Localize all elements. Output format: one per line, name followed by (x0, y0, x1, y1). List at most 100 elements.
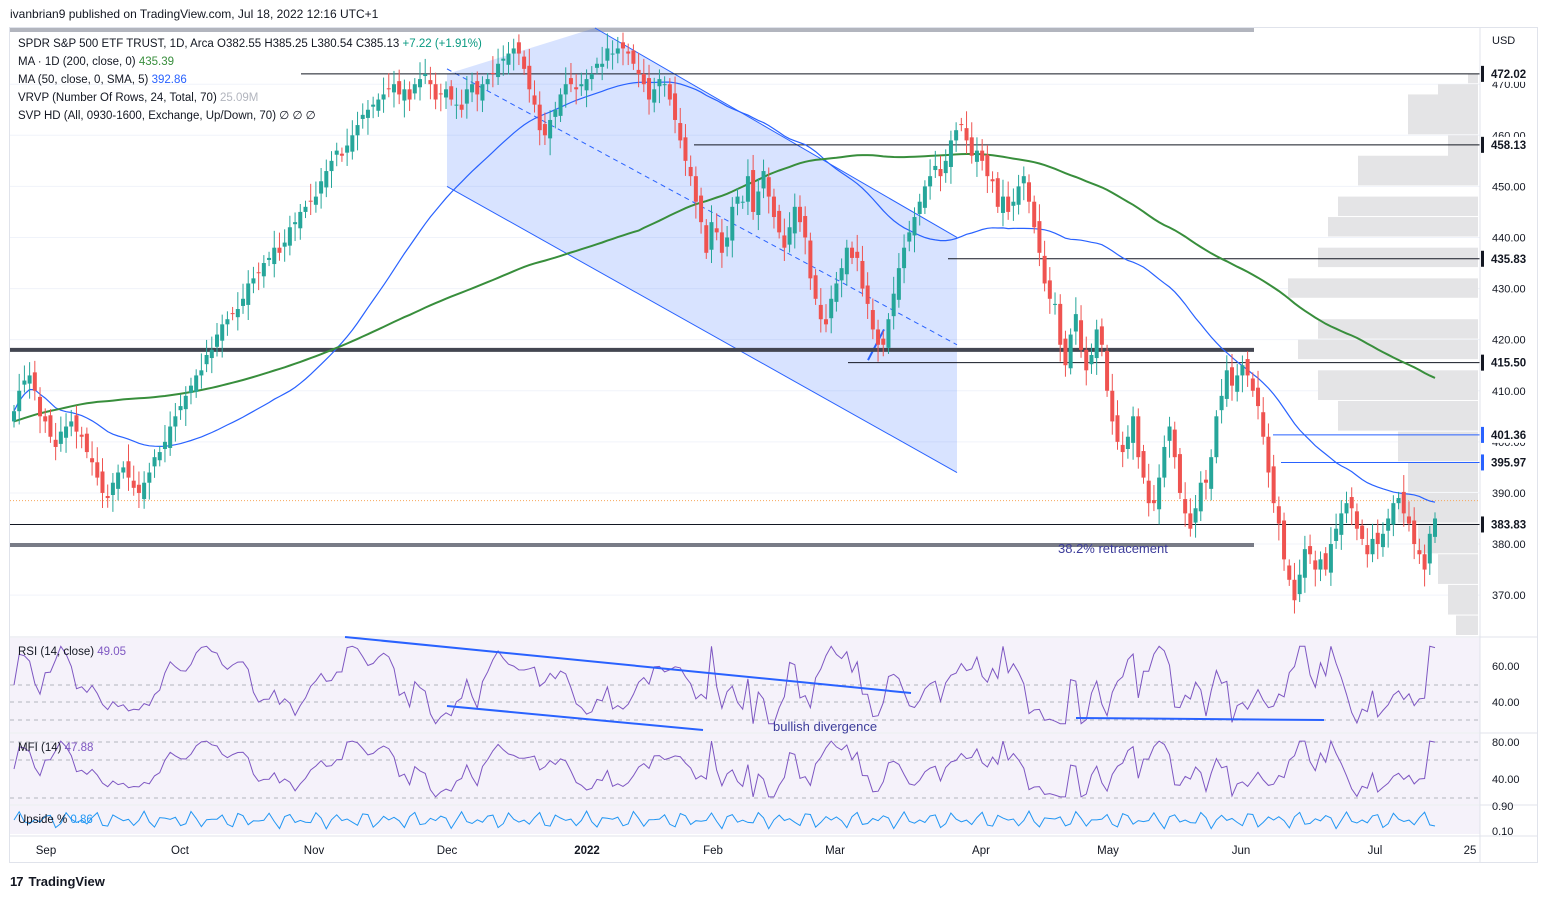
candle-body (1016, 186, 1021, 205)
candle-body (136, 484, 141, 493)
candle-body (391, 84, 396, 93)
level-label: 415.50 (1491, 358, 1526, 370)
legend-high: 385.25 (272, 38, 308, 50)
candle-body (1099, 326, 1104, 345)
candle-body (964, 128, 969, 141)
price-tick-label: 440.00 (1492, 232, 1526, 244)
candle-body (511, 48, 516, 54)
currency-label: USD (1492, 35, 1515, 47)
candle-body (162, 441, 167, 450)
candle-body (360, 114, 365, 119)
legend-ma200-row: MA · 1D (200, close, 0) 435.39 (18, 56, 174, 68)
volume-profile-bar (1328, 217, 1478, 237)
candle-body (1396, 498, 1401, 504)
candle-body (1146, 480, 1151, 504)
candle-body (1313, 560, 1318, 570)
candle-body (1183, 499, 1188, 514)
candle-body (792, 206, 797, 234)
candle-body (110, 482, 115, 495)
volume-profile-bar (1438, 554, 1478, 584)
footer-brand[interactable]: 17 TradingView (10, 874, 105, 889)
candle-body (725, 237, 730, 247)
candle-body (1141, 451, 1146, 478)
candle-body (319, 181, 324, 194)
channel-arrow (867, 328, 885, 361)
candle-body (985, 154, 990, 177)
mfi-tick-label: 80.00 (1492, 737, 1520, 749)
candle-body (657, 79, 662, 87)
candle-body (917, 201, 922, 214)
candle-body (818, 304, 823, 320)
candle-body (1422, 554, 1427, 570)
volume-profile-bar (1288, 278, 1478, 298)
candle-body (1328, 544, 1333, 573)
candle-body (475, 81, 480, 95)
candle-body (647, 78, 652, 100)
candle-body (1177, 454, 1182, 493)
candle-body (1079, 320, 1084, 350)
candle-body (1203, 479, 1208, 483)
candle-body (1224, 370, 1229, 399)
candle-body (1167, 426, 1172, 441)
legend-change: +7.22 (+1.91%) (402, 38, 482, 50)
candle-body (688, 166, 693, 177)
candle-body (464, 89, 469, 104)
candle-body (27, 375, 32, 384)
candle-body (1157, 477, 1162, 510)
candle-body (17, 390, 22, 412)
candle-body (506, 53, 511, 65)
moving-averages (13, 81, 1436, 503)
candle-body (454, 104, 459, 106)
candle-body (1214, 416, 1219, 458)
candle-body (142, 482, 147, 500)
candle-body (777, 210, 782, 233)
candle-body (1406, 516, 1411, 524)
candle-body (771, 196, 776, 218)
candle-body (1188, 513, 1193, 529)
candle-body (600, 63, 605, 67)
candle-body (631, 50, 636, 64)
legend-ma200-value: 435.39 (138, 56, 174, 68)
candle-body (850, 247, 855, 258)
candle-body (1053, 303, 1058, 305)
candle-body (365, 109, 370, 118)
candle-body (980, 150, 985, 161)
candle-body (1412, 520, 1417, 545)
level-label-bg (1481, 136, 1533, 153)
candle-body (1250, 378, 1255, 391)
candle-body (870, 310, 875, 330)
volume-profile-bar (1318, 247, 1478, 268)
candle-body (678, 123, 683, 141)
candle-body (215, 334, 219, 347)
candle-body (1318, 559, 1323, 570)
candle-body (1073, 314, 1078, 332)
mfi-tick-label: 40.00 (1492, 774, 1520, 786)
candle-body (943, 160, 948, 174)
level-label-marker (1481, 250, 1484, 267)
candle-body (345, 145, 350, 153)
candle-body (121, 467, 126, 473)
candle-body (1417, 550, 1422, 555)
candle-body (1375, 532, 1380, 545)
candle-body (652, 89, 657, 103)
candle-body (922, 186, 927, 208)
candle-body (974, 150, 979, 162)
candle-body (542, 124, 547, 136)
candle-body (22, 380, 27, 385)
candle-body (615, 48, 620, 54)
candle-body (719, 232, 724, 253)
candle-body (1006, 196, 1011, 212)
candle-body (1235, 375, 1240, 392)
candle-body (277, 247, 282, 253)
candle-body (516, 42, 521, 54)
candle-body (969, 137, 974, 156)
candle-body (751, 170, 756, 212)
rsi-value: 49.05 (97, 646, 126, 658)
candle-body (199, 370, 204, 376)
candle-body (313, 196, 318, 205)
ma50-line (13, 81, 1436, 503)
candle-body (605, 48, 610, 61)
candle-body (261, 263, 266, 277)
price-tick-label: 420.00 (1492, 335, 1526, 347)
